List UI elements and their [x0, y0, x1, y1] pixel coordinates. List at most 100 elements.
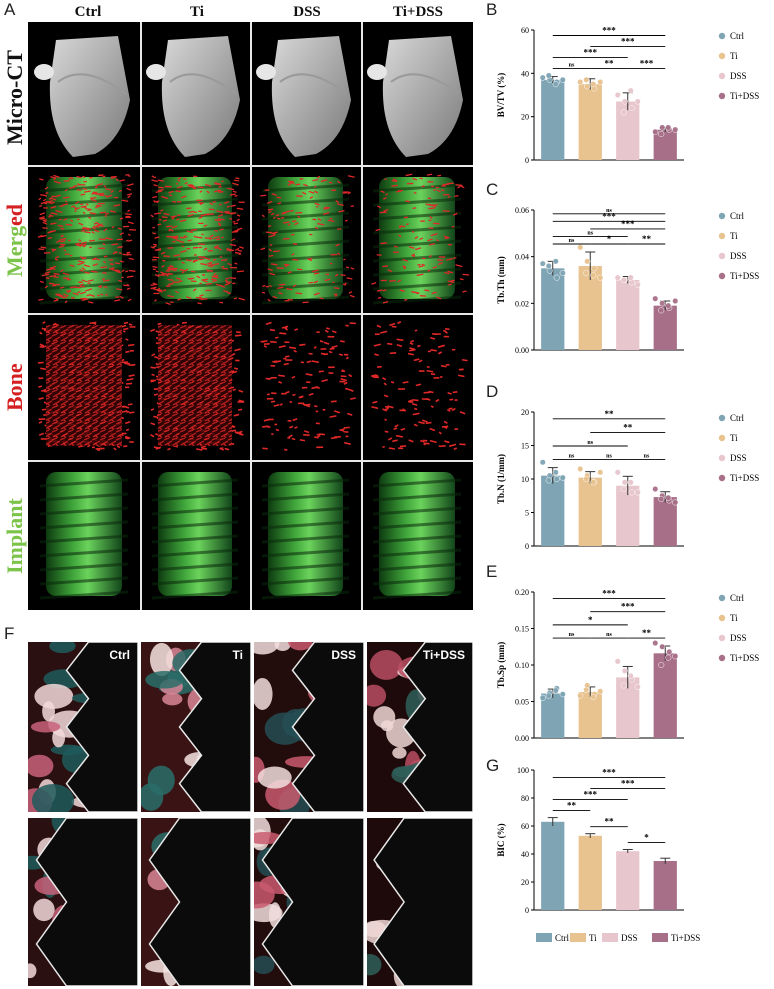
significance-label: ns	[606, 632, 612, 638]
data-point	[620, 109, 627, 116]
panel-b-letter: B	[486, 0, 498, 19]
bone-ti-dss	[370, 321, 468, 451]
legend-label: DSS	[730, 251, 747, 261]
col-header-ti: Ti	[190, 4, 204, 20]
data-point	[539, 694, 546, 701]
y-axis-label: Tb.N (1/mm)	[496, 454, 506, 504]
data-point	[552, 258, 559, 265]
data-point	[634, 98, 641, 105]
data-point	[652, 295, 659, 302]
data-point	[577, 244, 584, 251]
panel-e-letter: E	[486, 562, 498, 581]
data-point	[545, 262, 552, 270]
col-header-ctrl: Ctrl	[74, 4, 102, 20]
legend-label: Ctrl	[730, 211, 745, 221]
merged-dss	[260, 175, 355, 305]
chart-e: E 0.00 0.05 0.10 0.15 0.20 Tb.Sp (mm) ns ns ** * **…	[486, 562, 774, 744]
row-label-merged-text: ed	[2, 203, 27, 226]
bar-ti	[578, 266, 602, 350]
significance-label: **	[642, 628, 652, 638]
data-point	[583, 475, 590, 483]
legend-marker	[718, 212, 726, 220]
legend-label: DSS	[730, 453, 747, 463]
y-tick-label: 0.15	[515, 625, 529, 634]
data-point	[652, 128, 659, 135]
histology-label-ctrl: Ctrl	[109, 648, 130, 662]
micro-ct-dss	[256, 36, 351, 157]
bar-ti	[578, 477, 602, 546]
data-point	[665, 494, 672, 501]
significance-label: ***	[602, 26, 616, 36]
bone-dss	[260, 321, 356, 451]
histology-dss-top: DSS	[254, 642, 364, 812]
panel-a-letter: A	[4, 0, 16, 19]
bar-dss	[616, 280, 640, 350]
significance-label: **	[605, 409, 615, 419]
data-point	[577, 465, 584, 472]
col-header-dss: DSS	[293, 4, 321, 20]
grid-divider-v	[250, 22, 252, 610]
significance-label: *	[644, 833, 649, 843]
bar-ti	[578, 835, 602, 910]
micro-ct-ctrl	[34, 36, 130, 157]
data-point	[590, 479, 597, 486]
data-point	[590, 81, 597, 88]
histology-ti-dss-top-svg	[367, 642, 473, 812]
data-point	[583, 686, 590, 693]
grid-divider-v	[361, 22, 363, 610]
data-point	[552, 469, 559, 476]
panel-a-image-grid	[28, 22, 473, 610]
data-point	[559, 76, 566, 83]
histology-ti-bottom	[141, 818, 251, 986]
significance-label: *	[588, 615, 593, 625]
data-point	[665, 124, 672, 131]
data-point	[620, 486, 627, 493]
histology-label-dss: DSS	[331, 648, 356, 662]
panel-d-letter: D	[486, 382, 499, 401]
significance-label: ***	[584, 790, 598, 800]
legend-swatch	[652, 933, 668, 942]
y-tick-label: 0.02	[515, 299, 529, 308]
data-point	[628, 104, 635, 112]
bar-ctrl	[541, 821, 565, 910]
data-point	[672, 499, 679, 506]
significance-label: ***	[602, 211, 616, 221]
legend-marker	[718, 92, 726, 100]
legend-marker	[718, 272, 726, 280]
significance-label: **	[642, 234, 652, 244]
data-point	[539, 459, 546, 466]
grid-divider-h	[28, 460, 473, 462]
significance-label: ***	[621, 602, 635, 612]
significance-label: ***	[621, 219, 635, 229]
legend-label: Ti	[730, 51, 738, 61]
histology-label-ti: Ti	[232, 648, 243, 662]
y-tick-label: 0.04	[515, 253, 529, 262]
legend-label: Ti	[730, 433, 738, 443]
implant-ctrl	[39, 472, 129, 600]
histology-ctrl-top: Ctrl	[28, 642, 138, 812]
data-point	[634, 489, 641, 496]
significance-label: ns	[569, 238, 575, 244]
y-tick-label: 40	[521, 850, 529, 859]
legend-label: Ti	[589, 933, 597, 943]
y-tick-label: 80	[521, 794, 529, 803]
bar-dss	[616, 485, 640, 546]
y-tick-label: 0.05	[515, 698, 529, 707]
significance-label: ***	[584, 48, 598, 58]
bar-ti	[578, 692, 602, 738]
data-point	[652, 640, 659, 647]
data-point	[658, 496, 665, 503]
y-tick-label: 0.00	[515, 346, 529, 355]
significance-label: *	[607, 234, 612, 244]
data-point	[614, 469, 621, 476]
legend-label: Ctrl	[730, 31, 745, 41]
histology-ti-dss-bottom	[367, 818, 473, 986]
significance-label: ns	[569, 454, 575, 460]
y-tick-label: 0.10	[515, 661, 529, 670]
significance-label: **	[605, 817, 615, 827]
significance-label: ***	[621, 779, 635, 789]
data-point	[628, 489, 635, 496]
significance-label: ***	[621, 37, 635, 47]
